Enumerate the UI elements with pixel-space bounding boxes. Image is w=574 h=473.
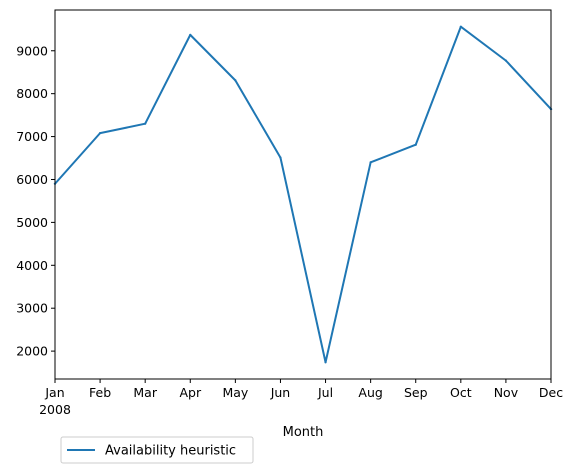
data-point-jul (324, 361, 327, 364)
x-tick-label-mar: Mar (133, 385, 157, 400)
y-axis-ticks: 2000 3000 4000 5000 6000 7000 8000 9000 (16, 43, 55, 359)
x-tick-label-dec: Dec (539, 385, 563, 400)
data-point-feb (98, 132, 102, 135)
data-point-jun (279, 156, 282, 159)
x-axis-label: Month (283, 425, 324, 440)
x-tick-label-apr: Apr (179, 385, 201, 400)
data-point-may (234, 79, 237, 82)
x-axis-year-label: 2008 (39, 402, 71, 417)
x-tick-label-jun: Jun (270, 385, 291, 400)
y-tick-label-9000: 9000 (16, 43, 48, 58)
x-tick-label-jul: Jul (317, 385, 333, 400)
legend-entry-availability-heuristic: Availability heuristic (105, 444, 236, 459)
x-axis-ticks: Jan Feb Mar Apr May Jun Jul Aug Sep Oct Nov Dec (44, 379, 563, 400)
series-layer (53, 25, 553, 364)
x-tick-label-may: May (222, 385, 248, 400)
x-tick-label-jan: Jan (44, 385, 64, 400)
data-point-apr (189, 33, 192, 36)
x-tick-label-sep: Sep (404, 385, 428, 400)
data-point-sep (414, 143, 417, 146)
x-tick-label-oct: Oct (450, 385, 472, 400)
y-tick-label-4000: 4000 (16, 258, 48, 273)
data-point-nov (504, 59, 508, 62)
x-tick-label-nov: Nov (494, 385, 519, 400)
series-line-0 (53, 25, 553, 364)
x-tick-label-feb: Feb (89, 385, 111, 400)
y-tick-label-5000: 5000 (16, 215, 48, 230)
data-point-mar (144, 122, 147, 125)
legend-box (60, 436, 254, 464)
y-tick-label-8000: 8000 (16, 86, 48, 101)
data-point-oct (459, 25, 462, 28)
x-tick-label-aug: Aug (358, 385, 382, 400)
y-tick-label-6000: 6000 (16, 172, 48, 187)
y-tick-label-3000: 3000 (16, 301, 48, 316)
plot-area-frame (54, 9, 552, 380)
y-tick-label-7000: 7000 (16, 129, 48, 144)
y-tick-label-2000: 2000 (16, 344, 48, 359)
data-point-aug (369, 161, 372, 164)
legend: Availability heuristic (60, 436, 254, 464)
